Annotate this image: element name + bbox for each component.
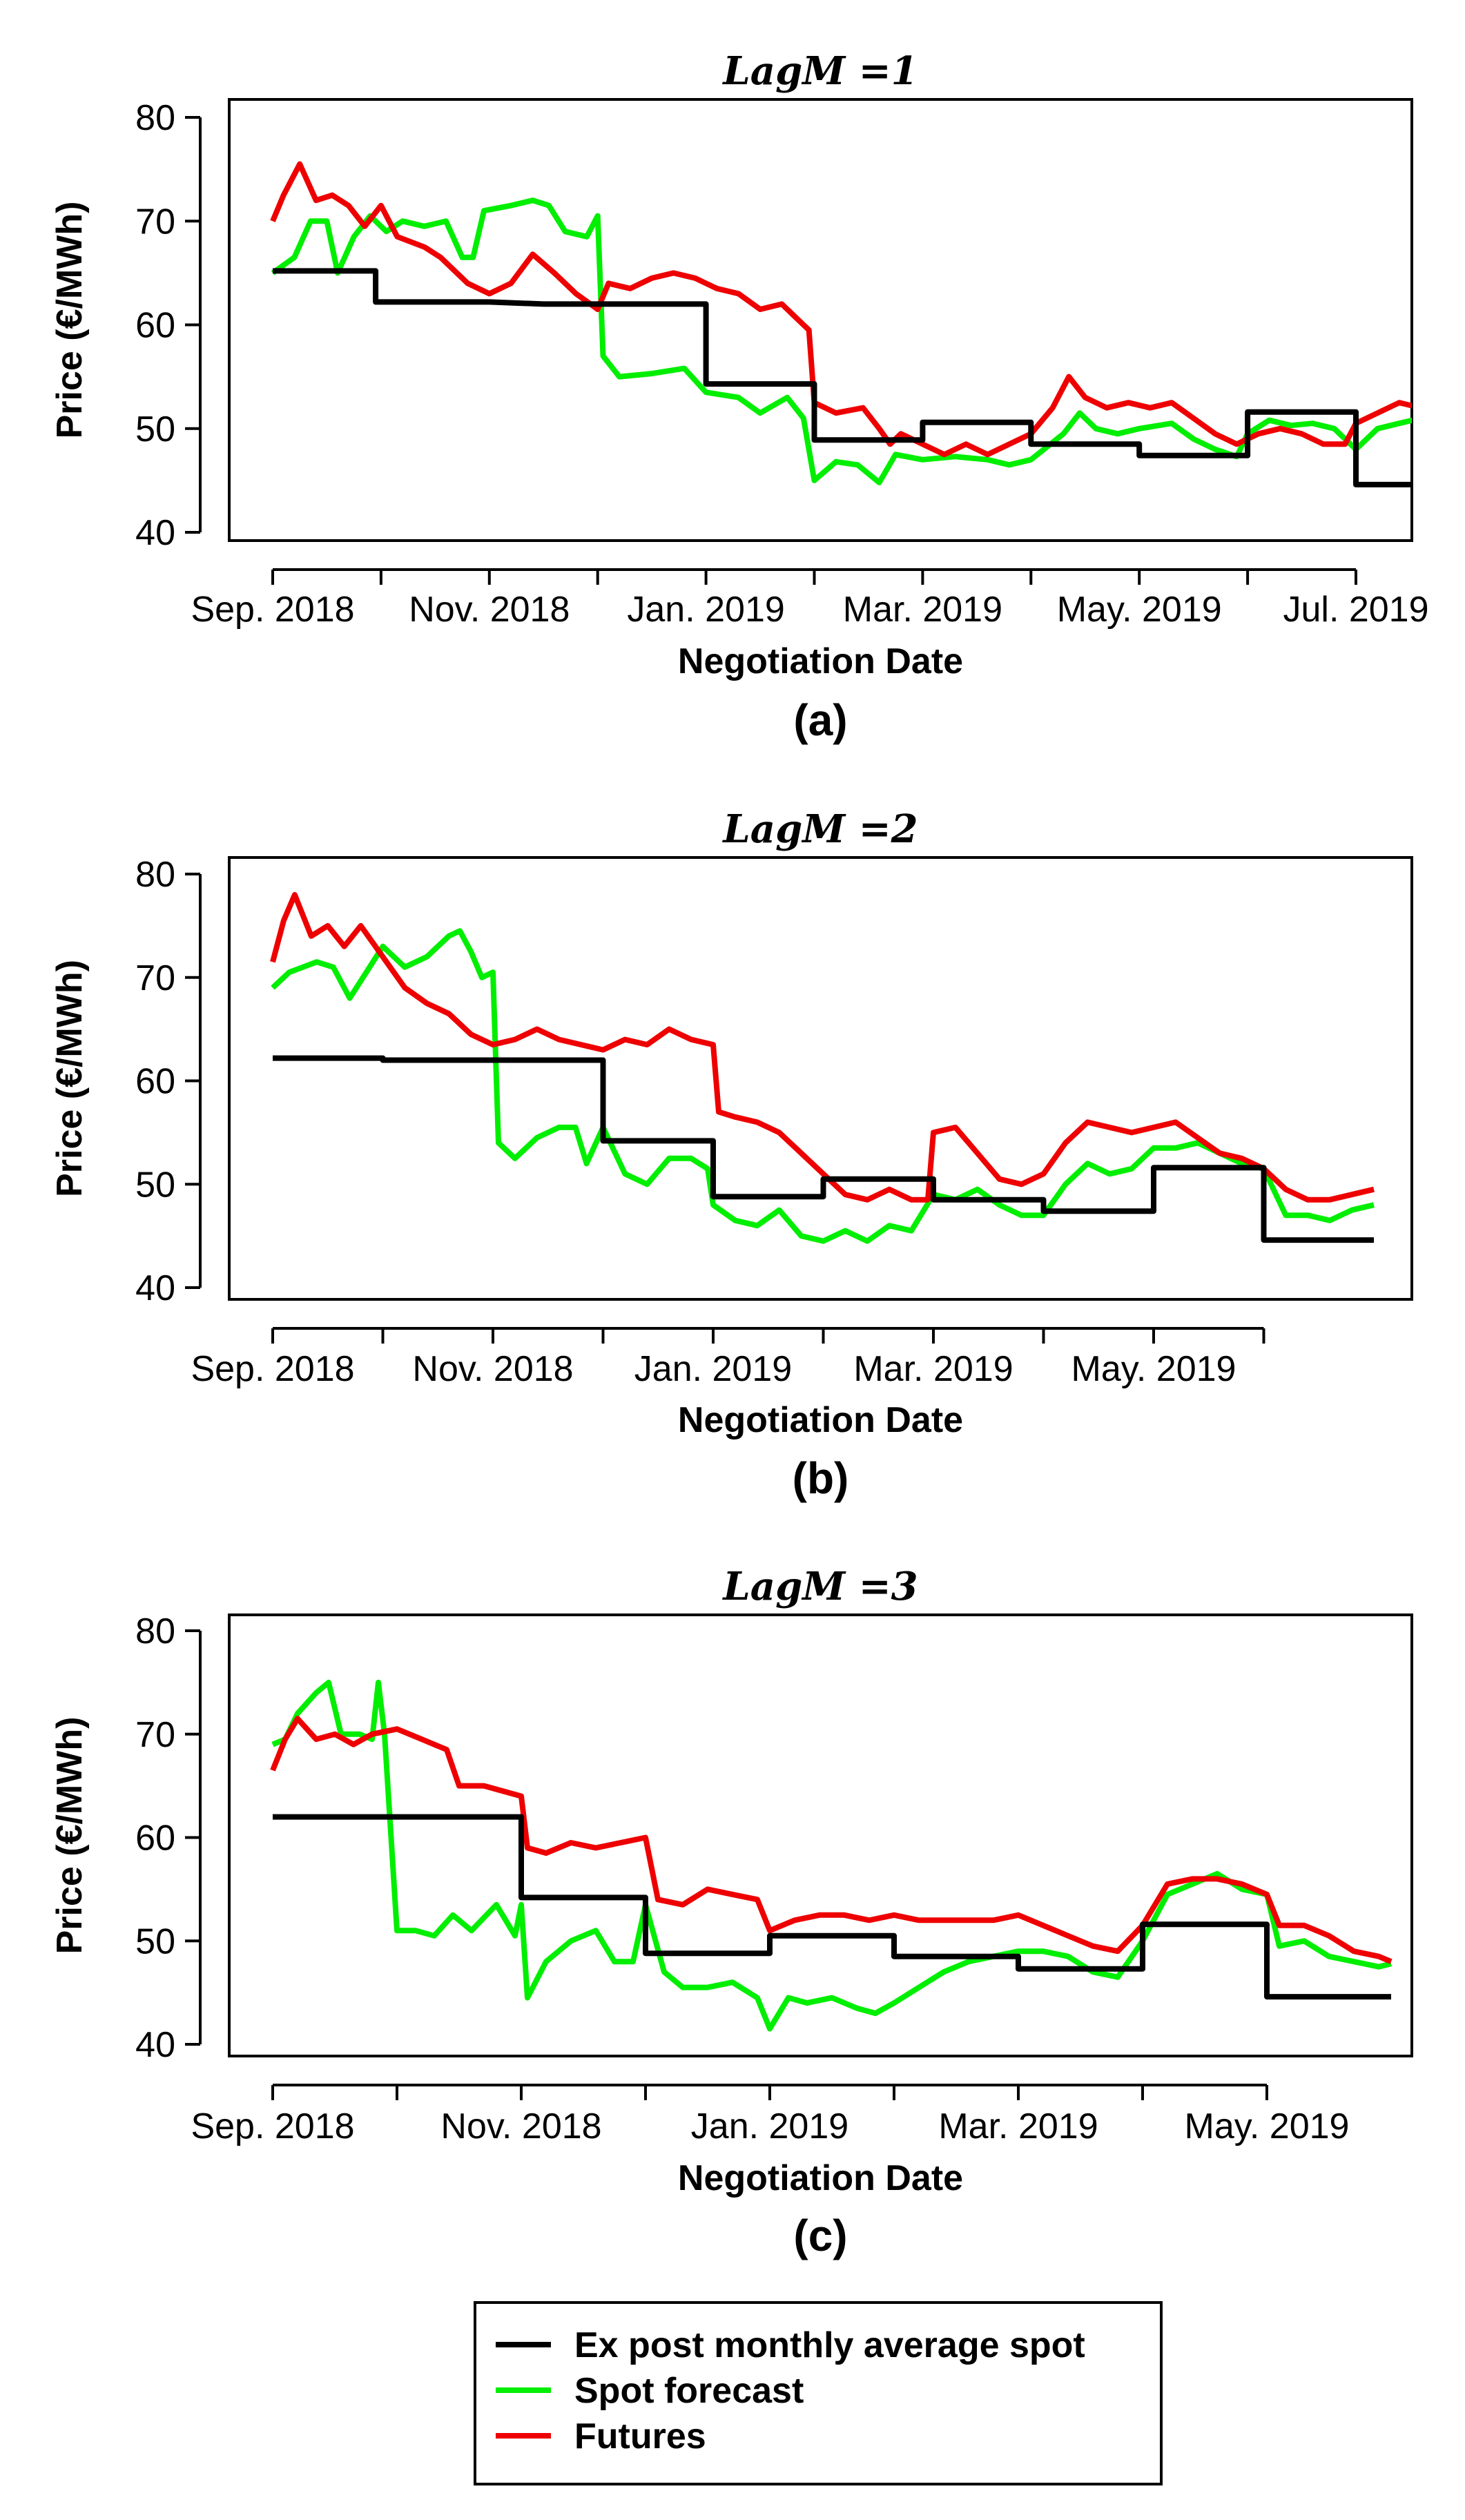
panels: LagM =1 40 50 60 70 80 Price (€/MWh) Sep. 2018 N… <box>50 48 1429 2260</box>
x-tick-label: Jan. 2019 <box>634 1349 792 1389</box>
x-tick-label: May. 2019 <box>1071 1349 1236 1389</box>
chart-panel-a: LagM =1 40 50 60 70 80 Price (€/MWh) Sep. 2018 N… <box>50 48 1429 745</box>
y-axis-label: Price (€/MWh) <box>50 960 90 1197</box>
series-line-ex-post-monthly-average-spot <box>273 1055 1374 1243</box>
x-axis-label: Negotiation Date <box>678 641 963 681</box>
x-tick-label: Mar. 2019 <box>853 1349 1013 1389</box>
chart-panel-b: LagM =2 40 50 60 70 80 Price (€/MWh) Sep. 2018 N… <box>50 806 1413 1503</box>
x-tick-label: May. 2019 <box>1057 590 1222 630</box>
y-tick-label: 80 <box>135 855 175 895</box>
series-line-futures <box>270 161 1412 458</box>
series-line-futures <box>270 1716 1393 1964</box>
y-tick-label: 50 <box>135 409 175 449</box>
x-tick-label: Nov. 2018 <box>440 2106 601 2146</box>
panel-label: (c) <box>793 2211 847 2260</box>
y-tick-label: 40 <box>135 1268 175 1308</box>
y-tick-label: 70 <box>135 1715 175 1755</box>
chart-title: LagM =3 <box>721 1564 918 1609</box>
plot-frame <box>228 98 1413 542</box>
chart-panel-c: LagM =3 40 50 60 70 80 Price (€/MWh) Sep. 2018 N… <box>50 1564 1413 2260</box>
x-tick-label: May. 2019 <box>1185 2106 1350 2146</box>
y-tick-label: 80 <box>135 98 175 138</box>
y-tick-label: 60 <box>135 306 175 346</box>
x-tick-label: Nov. 2018 <box>409 590 570 630</box>
y-tick-label: 60 <box>135 1062 175 1102</box>
x-tick-label: Jan. 2019 <box>691 2106 848 2146</box>
chart-title: LagM =2 <box>721 806 918 852</box>
legend-entry-label: Futures <box>574 2416 706 2456</box>
x-tick-label: Jul. 2019 <box>1283 590 1428 630</box>
x-tick-label: Mar. 2019 <box>843 590 1002 630</box>
y-axis-label: Price (€/MWh) <box>50 202 90 439</box>
y-tick-label: 50 <box>135 1921 175 1961</box>
legend: Ex post monthly average spot Spot forecas… <box>474 2301 1163 2485</box>
plot-frame <box>228 1613 1413 2057</box>
y-tick-label: 70 <box>135 202 175 242</box>
y-tick-label: 40 <box>135 513 175 553</box>
x-axis-label: Negotiation Date <box>678 1400 963 1440</box>
series-line-spot-forecast <box>271 928 1375 1244</box>
legend-entry-label: Ex post monthly average spot <box>574 2325 1085 2365</box>
y-tick-label: 50 <box>135 1165 175 1205</box>
y-tick-label: 80 <box>135 1611 175 1651</box>
x-tick-label: Jan. 2019 <box>627 590 784 630</box>
x-tick-label: Mar. 2019 <box>938 2106 1098 2146</box>
y-tick-label: 60 <box>135 1819 175 1859</box>
x-tick-label: Sep. 2018 <box>191 590 354 630</box>
panel-label: (a) <box>793 695 847 745</box>
y-tick-label: 70 <box>135 958 175 998</box>
x-tick-label: Sep. 2018 <box>191 2106 354 2146</box>
series-line-spot-forecast <box>271 197 1412 485</box>
series-line-ex-post-monthly-average-spot <box>273 1814 1391 2000</box>
plot-frame <box>228 856 1413 1301</box>
series-line-ex-post-monthly-average-spot <box>273 268 1412 487</box>
x-tick-label: Nov. 2018 <box>412 1349 573 1389</box>
series-line-spot-forecast <box>271 1679 1392 2032</box>
series-line-futures <box>270 892 1375 1203</box>
legend-box <box>474 2301 1163 2485</box>
y-tick-label: 40 <box>135 2025 175 2065</box>
x-tick-label: Sep. 2018 <box>191 1349 354 1389</box>
x-axis-label: Negotiation Date <box>678 2158 963 2198</box>
legend-entry-label: Spot forecast <box>574 2371 804 2411</box>
y-axis-label: Price (€/MWh) <box>50 1717 90 1955</box>
panel-label: (b) <box>793 1453 849 1503</box>
chart-title: LagM =1 <box>721 48 918 94</box>
